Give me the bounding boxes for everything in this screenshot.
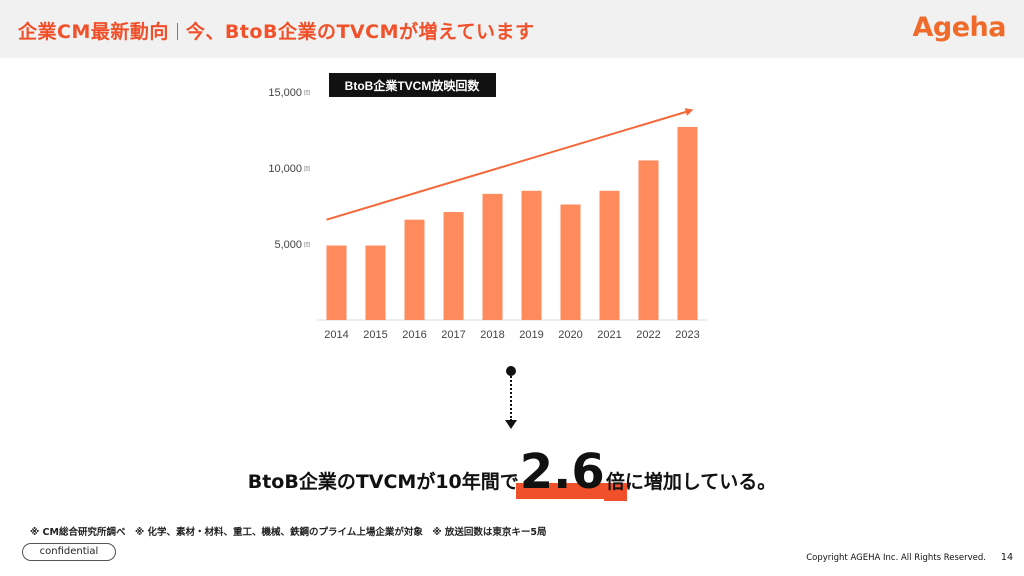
bar-2016: [404, 219, 425, 320]
source-notes: ※ CM総合研究所調べ ※ 化学、素材・材料、重工、機械、鉄鋼のプライム上場企業…: [30, 527, 547, 538]
trend-arrow: [326, 108, 694, 221]
bar-2022: [638, 160, 659, 320]
bar-2020: [560, 204, 581, 320]
x-tick-2018: 2018: [480, 329, 504, 341]
chart-title-box: [329, 73, 496, 97]
bar-2019: [521, 190, 542, 320]
y-tick-5000: 5,000: [274, 239, 302, 251]
x-tick-2019: 2019: [519, 329, 543, 341]
bar-chart: 5,000 回10,000 回15,000 回 2014 2015 2016 2017 201…: [268, 73, 707, 341]
x-axis: 2014 2015 2016 2017 2018 2019 2020 2021 2022 2023: [324, 329, 699, 341]
x-tick-2023: 2023: [675, 329, 699, 341]
x-tick-2014: 2014: [324, 329, 348, 341]
title-main: 企業CM最新動向: [18, 21, 169, 43]
arrow-down-icon: [505, 420, 517, 429]
confidential-badge: confidential: [22, 543, 116, 561]
bar-2015: [365, 245, 386, 320]
dotted-arrow-line: [510, 373, 512, 421]
bar-2018: [482, 193, 503, 320]
highlight-value: 2.6: [515, 444, 607, 500]
page-number: 14: [1000, 552, 1013, 563]
x-tick-2021: 2021: [597, 329, 621, 341]
y-tick-unit: 回: [304, 90, 310, 97]
page-title: 企業CM最新動向 今、BtoB企業のTVCMが増えています: [18, 17, 535, 44]
chart-title: BtoB企業TVCM放映回数: [345, 78, 481, 93]
message-suffix: に増加している。: [624, 471, 777, 493]
x-tick-2022: 2022: [636, 329, 660, 341]
y-tick-unit: 回: [304, 166, 310, 173]
x-tick-2015: 2015: [363, 329, 387, 341]
bar-2023: [677, 126, 698, 321]
y-tick-unit: 回: [304, 242, 310, 249]
title-sub: 今、BtoB企業のTVCMが増えています: [185, 21, 535, 43]
bars: [326, 126, 698, 321]
x-tick-2017: 2017: [441, 329, 465, 341]
y-tick-15000: 15,000: [268, 87, 302, 99]
bar-2021: [599, 190, 620, 320]
y-axis: 5,000 回10,000 回15,000 回: [268, 87, 310, 251]
bar-2014: [326, 245, 347, 320]
copyright: Copyright AGEHA Inc. All Rights Reserved…: [806, 553, 986, 563]
message-prefix: BtoB企業のTVCMが10年間で: [247, 471, 519, 493]
bar-2017: [443, 212, 464, 320]
x-tick-2020: 2020: [558, 329, 582, 341]
highlight-unit: 倍: [603, 467, 627, 501]
y-tick-10000: 10,000: [268, 163, 302, 175]
ageha-logo: Ageha: [912, 12, 1007, 43]
key-message: BtoB企業のTVCMが10年間で2.6倍に増加している。: [0, 444, 1024, 501]
arrow-dot: [506, 366, 516, 376]
x-tick-2016: 2016: [402, 329, 426, 341]
title-divider: [176, 23, 178, 40]
header-bar: 企業CM最新動向 今、BtoB企業のTVCMが増えています Ageha: [0, 0, 1024, 58]
